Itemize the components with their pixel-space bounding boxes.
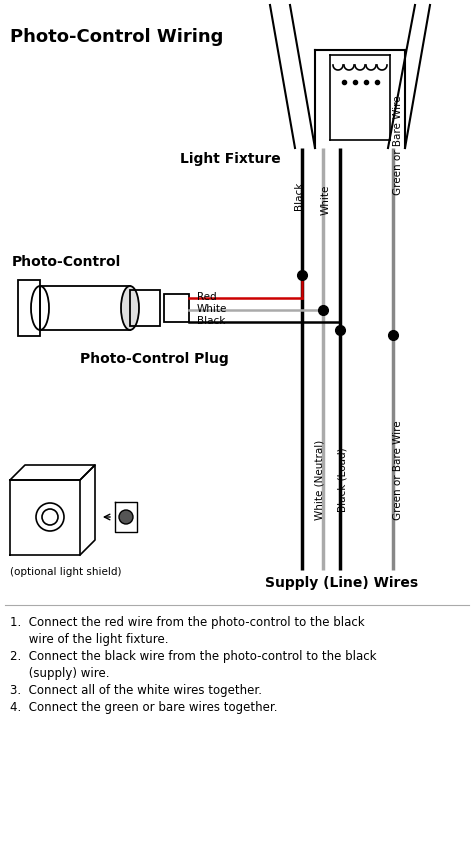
Text: Supply (Line) Wires: Supply (Line) Wires (265, 576, 418, 590)
Bar (164, 294, 189, 322)
Text: Black: Black (197, 316, 225, 326)
Text: Black (Load): Black (Load) (338, 448, 348, 513)
Text: (supply) wire.: (supply) wire. (10, 667, 109, 680)
Text: (optional light shield): (optional light shield) (10, 567, 121, 577)
Text: Red: Red (197, 292, 217, 302)
Text: White: White (321, 185, 331, 215)
Circle shape (119, 510, 133, 524)
Text: White (Neutral): White (Neutral) (315, 440, 325, 520)
Text: Black: Black (294, 181, 304, 210)
Bar (40, 286, 130, 330)
Text: wire of the light fixture.: wire of the light fixture. (10, 633, 168, 646)
Ellipse shape (121, 286, 139, 330)
Text: Photo-Control: Photo-Control (12, 255, 121, 269)
Text: Photo-Control Plug: Photo-Control Plug (80, 352, 229, 366)
Text: 4.  Connect the green or bare wires together.: 4. Connect the green or bare wires toget… (10, 701, 277, 714)
Text: Green or Bare Wire: Green or Bare Wire (393, 420, 403, 520)
Text: 2.  Connect the black wire from the photo-control to the black: 2. Connect the black wire from the photo… (10, 650, 376, 663)
Text: 1.  Connect the red wire from the photo-control to the black: 1. Connect the red wire from the photo-c… (10, 616, 365, 629)
Text: Photo-Control Wiring: Photo-Control Wiring (10, 28, 223, 46)
Text: Light Fixture: Light Fixture (180, 152, 281, 166)
Bar (18, 280, 40, 336)
Bar (130, 290, 160, 326)
Text: 3.  Connect all of the white wires together.: 3. Connect all of the white wires togeth… (10, 684, 262, 697)
Text: Green or Bare Wire: Green or Bare Wire (393, 95, 403, 195)
Text: White: White (197, 304, 228, 314)
